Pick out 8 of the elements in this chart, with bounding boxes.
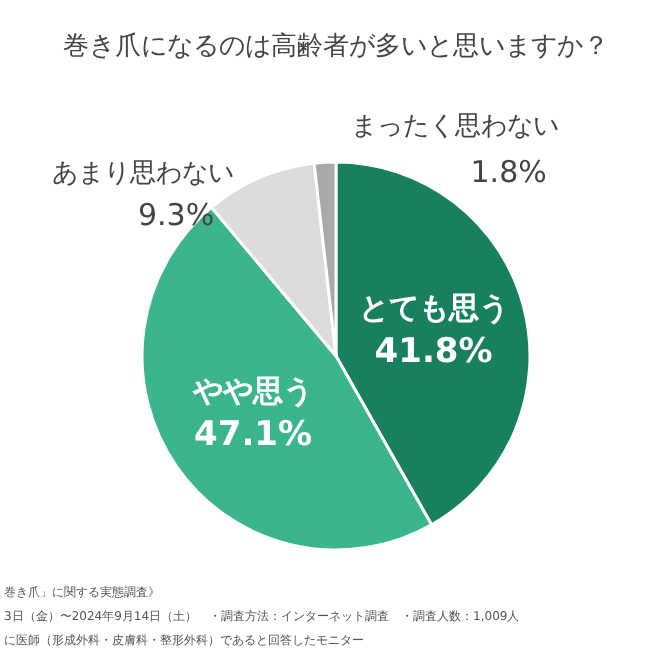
data-label: 41.8%	[374, 332, 493, 373]
data-label: 47.1%	[194, 415, 313, 456]
slice-label: とても思う	[358, 290, 509, 327]
chart-title: 巻き爪になるのは高齢者が多いと思いますか？	[63, 30, 609, 62]
slice-label: やや思う	[191, 373, 314, 410]
data-label: 1.8%	[470, 154, 547, 191]
slice-label: あまり思わない	[52, 159, 235, 190]
slice-label: まったく思わない	[350, 112, 559, 143]
